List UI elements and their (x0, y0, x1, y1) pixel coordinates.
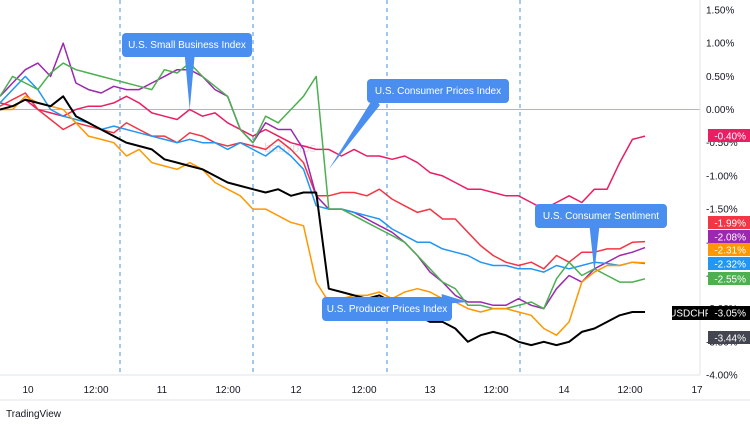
end-value-badge: -2.08% (708, 230, 750, 244)
callout-label: U.S. Consumer Sentiment (543, 211, 659, 222)
end-value-badge: -2.32% (708, 257, 750, 271)
x-tick-label: 14 (558, 385, 570, 396)
badge-label: -2.08% (714, 233, 746, 244)
series-line-4 (0, 62, 646, 310)
badge-bg (708, 216, 750, 229)
callout-box (367, 79, 509, 103)
end-value-badge: -0.40% (708, 129, 750, 143)
badge-bg (708, 272, 750, 285)
y-tick-label: -1.50% (706, 205, 738, 216)
callout-box (122, 33, 252, 57)
axes: 1.50% 1.00% 0.50% 0.00% -0.50% -1.00% -1.50% -2… (0, 0, 750, 401)
series-line-0 (0, 95, 646, 210)
callout: U.S. Producer Prices Index (322, 294, 468, 321)
event-callouts: U.S. Small Business Index U.S. Consumer P… (122, 33, 667, 321)
badge-label: -2.55% (714, 275, 746, 286)
y-tick-label: 1.00% (706, 39, 734, 50)
y-tick-label: -4.00% (706, 371, 738, 382)
x-tick-label: 13 (424, 385, 436, 396)
symbol-tag-label: USDCHF (669, 309, 711, 320)
x-tick-label: 17 (691, 385, 703, 396)
y-tick-label: -0.50% (706, 138, 738, 149)
series-line-2 (0, 42, 646, 310)
end-value-badge: -2.55% (708, 272, 750, 286)
y-tick-label: 0.00% (706, 105, 734, 116)
badge-bg (708, 331, 750, 344)
price-badges: -0.40% -1.99% -2.08% -2.32% -2.55% -2.31% -3.4… (669, 129, 750, 345)
x-tick-label: 12:00 (483, 385, 508, 396)
series-line-6 (0, 95, 645, 347)
badge-bg (708, 257, 750, 270)
current-price-tag: USDCHF -3.05% (669, 306, 750, 320)
x-tick-label: 10 (22, 385, 34, 396)
callout-box (535, 204, 667, 228)
x-tick-label: 12:00 (215, 385, 240, 396)
current-price-label: -3.05% (714, 309, 746, 320)
x-tick-label: 12:00 (617, 385, 642, 396)
badge-label: -3.44% (714, 334, 746, 345)
x-tick-label: 12:00 (83, 385, 108, 396)
y-tick-label: 0.50% (706, 72, 734, 83)
callout-pointer (589, 225, 600, 273)
end-value-badge: -1.99% (708, 216, 750, 230)
x-tick-label: 12 (290, 385, 302, 396)
callout-label: U.S. Producer Prices Index (327, 304, 448, 315)
badge-label: -1.99% (714, 219, 746, 230)
callout-label: U.S. Consumer Prices Index (375, 86, 501, 97)
tradingview-logo-text: TradingView (6, 409, 62, 420)
callout-label: U.S. Small Business Index (128, 40, 246, 51)
callout-pointer (328, 96, 380, 170)
callout-box (322, 297, 452, 321)
x-tick-label: 11 (157, 385, 168, 396)
series-line-5 (0, 95, 646, 336)
series-line-1 (0, 92, 646, 270)
current-price-bg (708, 306, 750, 320)
callout: U.S. Small Business Index (122, 33, 252, 110)
callout: U.S. Consumer Prices Index (328, 79, 509, 170)
y-tick-label: -1.00% (706, 171, 738, 182)
end-value-badge: -2.31% (708, 243, 750, 257)
badge-label: -2.31% (714, 246, 746, 257)
badge-label: -0.40% (714, 132, 746, 143)
symbol-tag-bg (672, 306, 708, 320)
callout: U.S. Consumer Sentiment (535, 204, 667, 273)
badge-label: -2.32% (714, 260, 746, 271)
callout-pointer (184, 54, 195, 110)
x-tick-label: 12:00 (351, 385, 376, 396)
y-tick-label: 1.50% (706, 6, 734, 17)
series-line-3 (0, 75, 646, 273)
badge-bg (708, 230, 750, 243)
badge-bg (708, 129, 750, 142)
badge-bg (708, 243, 750, 256)
end-value-badge: -3.44% (708, 331, 750, 345)
